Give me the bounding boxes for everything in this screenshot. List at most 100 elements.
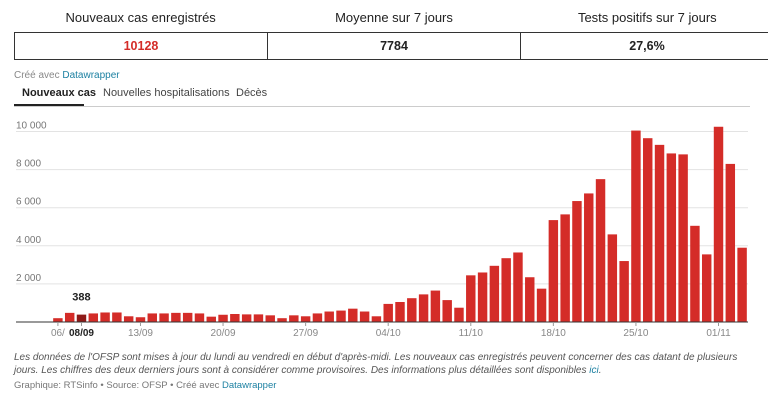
bar <box>241 314 252 322</box>
bar <box>123 316 134 322</box>
chart-tabs: Nouveaux cas Nouvelles hospitalisations … <box>14 84 750 107</box>
bar <box>678 154 688 322</box>
bar <box>725 163 736 322</box>
bar <box>348 308 358 322</box>
x-tick-label: 27/09 <box>293 328 318 339</box>
stats-value-row: 10128 7784 27,6% <box>14 32 768 60</box>
bar <box>407 298 417 322</box>
new-cases-label: Nouveaux cas enregistrés <box>65 10 216 25</box>
x-tick-label: 01/11 <box>706 328 731 339</box>
bar <box>312 313 323 322</box>
bar <box>64 312 75 322</box>
bar <box>324 311 334 322</box>
active-tab-indicator <box>14 104 84 106</box>
bar <box>513 252 523 322</box>
bar <box>159 313 169 322</box>
x-tick-label: 11/10 <box>459 328 484 339</box>
new-cases-bar-chart: 2 000 4 000 6 000 8 000 10 000 06/08/09 13/09… <box>16 121 748 339</box>
bar <box>100 312 110 322</box>
bar <box>418 294 429 322</box>
bar <box>713 126 724 322</box>
bar <box>112 312 122 322</box>
y-tick-label: 2 000 <box>16 273 41 284</box>
chart-notes: Les données de l'OFSP sont mises à jour … <box>14 352 759 377</box>
bar <box>501 258 511 322</box>
notes-link[interactable]: ici <box>589 364 599 376</box>
bar <box>466 275 476 322</box>
bar <box>253 314 264 322</box>
annotations: 388 <box>72 292 90 304</box>
bar <box>619 261 629 322</box>
bar <box>194 313 205 322</box>
x-tick-label: 13/09 <box>128 328 153 339</box>
x-tick-label: 18/10 <box>541 328 566 339</box>
positive-tests-value: 27,6% <box>521 33 768 59</box>
bar <box>560 214 570 322</box>
bar <box>489 265 500 322</box>
tab-new-hospitalisations[interactable]: Nouvelles hospitalisations <box>103 87 230 99</box>
bar <box>654 144 665 322</box>
bar <box>182 312 193 322</box>
bar <box>548 220 559 322</box>
bar <box>595 179 606 322</box>
bar <box>701 254 712 322</box>
x-tick-label: 06/ <box>51 328 65 339</box>
bar <box>477 272 488 322</box>
bar <box>430 290 441 322</box>
x-axis: 06/08/09 13/09 20/09 27/09 04/10 11/10 18/10 25… <box>16 321 748 339</box>
bar <box>643 138 653 322</box>
y-tick-label: 10 000 <box>16 121 47 132</box>
bar <box>336 310 346 322</box>
bar <box>218 314 228 322</box>
footer-prefix: Graphique: RTSinfo • Source: OFSP • Créé… <box>14 380 220 391</box>
bar <box>442 300 452 322</box>
bar <box>359 311 370 322</box>
bar <box>206 316 216 322</box>
bar <box>584 193 594 322</box>
chart-footer: Graphique: RTSinfo • Source: OFSP • Créé… <box>14 380 276 391</box>
x-tick-label: 04/10 <box>376 328 401 339</box>
bar <box>147 313 157 322</box>
datawrapper-credit: Créé avec Datawrapper <box>14 70 120 81</box>
bar <box>666 153 677 322</box>
y-tick-label: 4 000 <box>16 235 41 246</box>
datawrapper-link[interactable]: Datawrapper <box>62 70 120 81</box>
notes-text: Les données de l'OFSP sont mises à jour … <box>14 352 738 376</box>
gridlines: 2 000 4 000 6 000 8 000 10 000 <box>16 121 748 285</box>
bar <box>395 302 405 322</box>
seven-day-average-value: 7784 <box>268 33 521 59</box>
y-tick-label: 6 000 <box>16 197 41 208</box>
bar <box>525 277 535 322</box>
bar <box>88 313 99 322</box>
bar <box>265 315 275 322</box>
bar <box>536 288 547 322</box>
bar <box>289 315 299 322</box>
footer-datawrapper-link[interactable]: Datawrapper <box>222 380 277 391</box>
tab-new-cases[interactable]: Nouveaux cas <box>22 87 96 99</box>
annotation-label: 388 <box>72 292 90 304</box>
bar <box>454 307 464 322</box>
tab-deaths[interactable]: Décès <box>236 87 268 99</box>
bars <box>53 126 747 322</box>
bar <box>737 247 747 322</box>
new-cases-value: 10128 <box>15 33 268 59</box>
bar <box>572 201 582 322</box>
bar <box>300 316 311 322</box>
seven-day-average-label: Moyenne sur 7 jours <box>335 10 453 25</box>
bar <box>277 318 287 322</box>
notes-end: . <box>598 364 602 376</box>
bar <box>383 303 393 322</box>
credit-prefix: Créé avec <box>14 70 60 81</box>
y-tick-label: 8 000 <box>16 159 41 170</box>
bar <box>135 317 146 322</box>
bar <box>230 314 240 322</box>
bar <box>371 316 382 322</box>
bar <box>76 314 87 322</box>
stats-table: Nouveaux cas enregistrés Moyenne sur 7 j… <box>14 0 768 60</box>
bar <box>53 318 63 322</box>
bar <box>690 225 700 322</box>
bar <box>607 234 618 322</box>
bar <box>631 130 641 322</box>
x-tick-label: 20/09 <box>211 328 236 339</box>
x-tick-label: 25/10 <box>623 328 648 339</box>
